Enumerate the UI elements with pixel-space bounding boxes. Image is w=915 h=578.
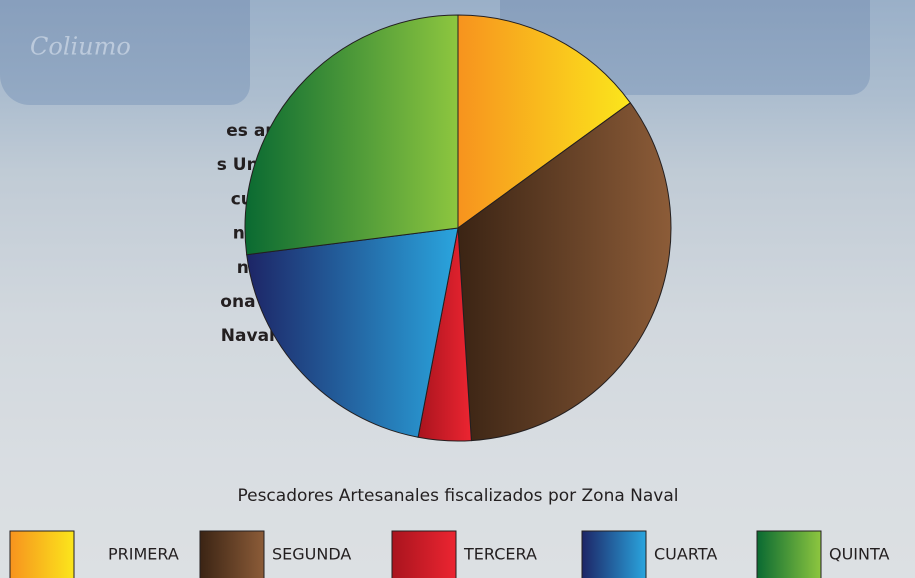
pie-slice (245, 15, 458, 255)
photo-label: Coliumo (30, 33, 131, 61)
legend-label: SEGUNDA (272, 545, 351, 564)
chart-title: Pescadores Artesanales fiscalizados por … (237, 486, 678, 506)
legend-label: PRIMERA (108, 545, 179, 564)
legend-swatch (200, 531, 264, 578)
legend-label: CUARTA (654, 545, 717, 564)
legend-swatch (757, 531, 821, 578)
legend-label: QUINTA (829, 545, 890, 564)
legend-swatch (582, 531, 646, 578)
legend-swatch (392, 531, 456, 578)
legend-label: TERCERA (463, 545, 537, 564)
legend-swatch (10, 531, 74, 578)
